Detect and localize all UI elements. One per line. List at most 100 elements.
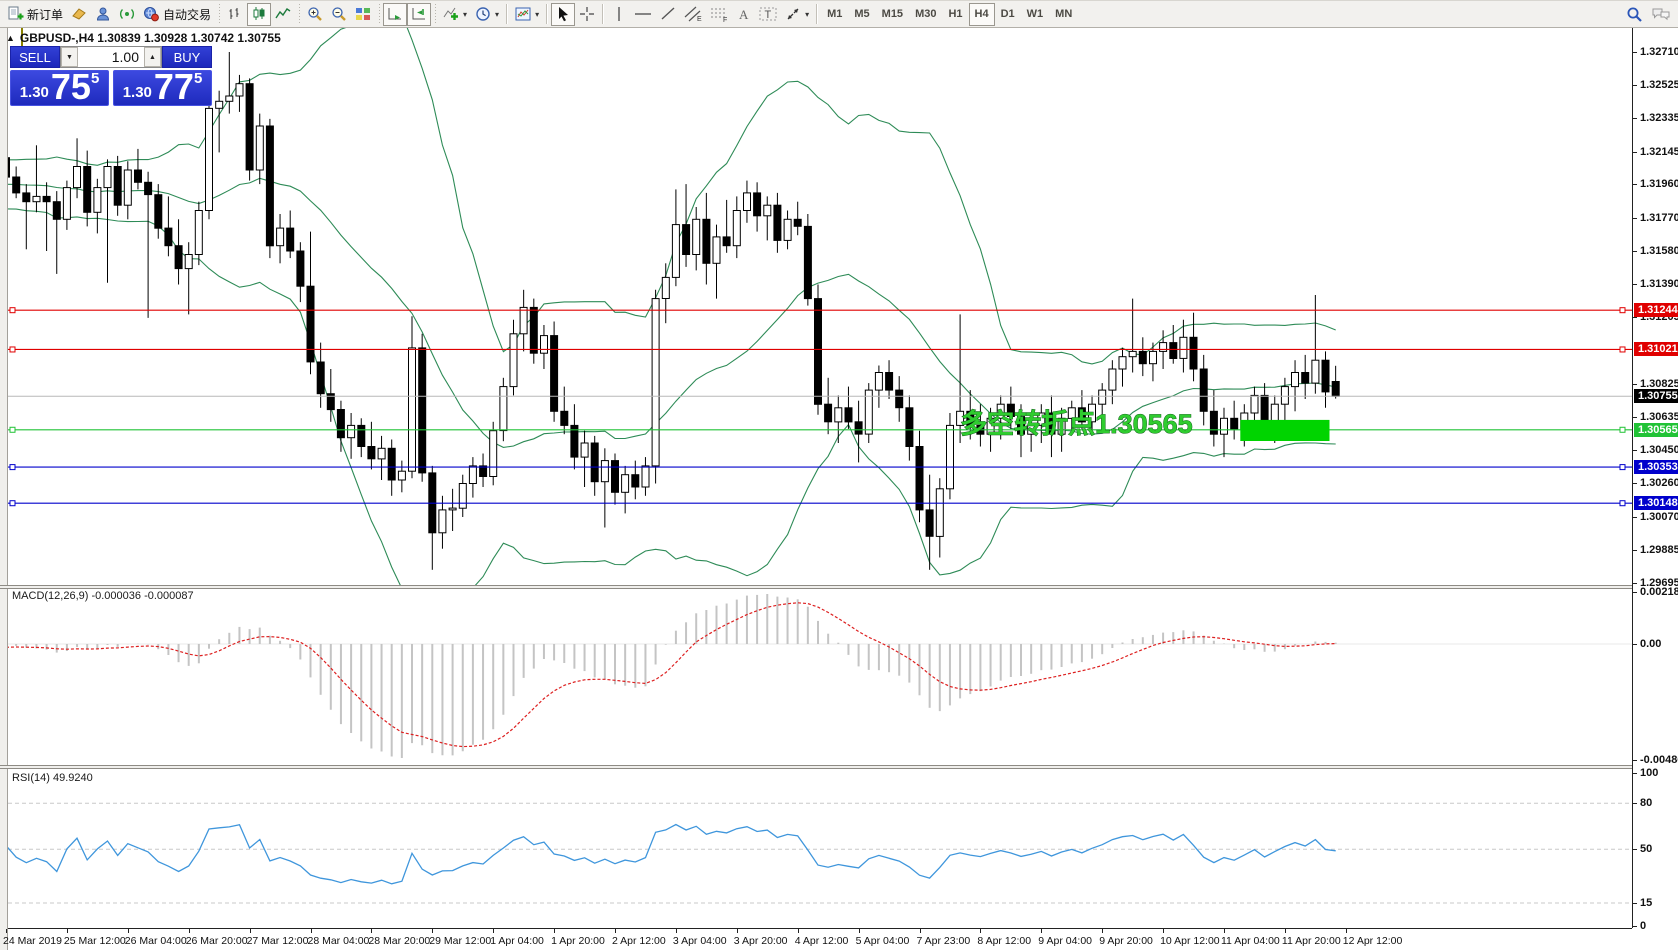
time-axis-tick xyxy=(736,929,738,933)
line-chart-button[interactable] xyxy=(271,3,295,26)
pivot-annotation-text[interactable]: 多空转折点1.30565 xyxy=(960,408,1193,440)
timeframe-h4-button[interactable]: H4 xyxy=(968,2,995,26)
timeframe-d1-button[interactable]: D1 xyxy=(995,3,1021,26)
sell-price-tile[interactable]: 1.30 75 5 xyxy=(10,69,109,106)
arrows-button[interactable]: ▾ xyxy=(781,3,813,26)
vertical-line-button[interactable] xyxy=(607,3,630,26)
auto-scroll-button[interactable] xyxy=(383,2,408,26)
gold-bar-button[interactable] xyxy=(67,3,91,26)
crosshair-button[interactable] xyxy=(575,3,599,26)
autotrading-button[interactable]: 自动交易 xyxy=(139,3,215,26)
line-handle[interactable] xyxy=(9,426,16,433)
pane-splitter[interactable] xyxy=(0,585,1678,589)
zoom-in-button[interactable] xyxy=(303,3,327,26)
buy-price-tile[interactable]: 1.30 77 5 xyxy=(113,69,212,106)
equidistant-channel-button[interactable]: E xyxy=(680,3,706,26)
price-axis[interactable]: 1.32710 1.32525 1.32335 1.32145 1.31960 1.317… xyxy=(1632,28,1678,932)
chart-shift-button[interactable] xyxy=(407,2,432,26)
volume-input[interactable]: 1.00 xyxy=(111,49,139,65)
profile-button[interactable] xyxy=(91,3,115,26)
zoom-in-icon xyxy=(308,7,322,21)
line-handle[interactable] xyxy=(1619,307,1626,314)
line-handle[interactable] xyxy=(9,500,16,507)
search-button[interactable] xyxy=(1622,3,1647,26)
line-handle[interactable] xyxy=(1619,426,1626,433)
volume-decrease-button[interactable]: ▼ xyxy=(61,47,78,67)
line-handle[interactable] xyxy=(1619,500,1626,507)
line-handle[interactable] xyxy=(9,346,16,353)
time-axis-label: 9 Apr 04:00 xyxy=(1038,935,1093,947)
horizontal-line-button[interactable] xyxy=(630,3,656,26)
new-order-button[interactable]: 新订单 xyxy=(3,3,67,26)
buy-button[interactable]: BUY xyxy=(162,46,212,68)
community-chat-button[interactable] xyxy=(1647,3,1675,26)
search-icon xyxy=(1627,7,1642,22)
cursor-button[interactable] xyxy=(551,2,576,26)
time-axis-label: 11 Apr 20:00 xyxy=(1281,935,1341,947)
templates-button[interactable]: ▾ xyxy=(511,3,543,26)
candle-body xyxy=(1057,417,1066,435)
indicators-button[interactable]: ▾ xyxy=(439,3,471,26)
candle-body xyxy=(225,95,234,102)
timeframe-m5-button[interactable]: M5 xyxy=(848,3,875,26)
candle-body xyxy=(1220,417,1228,435)
candle-body xyxy=(326,393,335,411)
candle-body xyxy=(93,187,102,213)
timeframe-m1-button[interactable]: M1 xyxy=(821,3,848,26)
main-chart-pane[interactable]: 多空转折点1.30565 xyxy=(8,28,1632,586)
candle-body xyxy=(448,507,457,511)
autotrading-icon xyxy=(144,7,159,22)
timeframe-h1-button[interactable]: H1 xyxy=(942,3,968,26)
line-handle[interactable] xyxy=(1619,346,1626,353)
candle-body xyxy=(174,245,183,270)
time-axis-label: 26 Mar 04:00 xyxy=(124,935,187,947)
trendline-button[interactable] xyxy=(656,3,680,26)
candle-body xyxy=(377,447,386,460)
line-handle[interactable] xyxy=(1619,464,1626,471)
candle-body xyxy=(336,409,345,439)
text-button[interactable]: A xyxy=(732,3,755,26)
text-letter: A xyxy=(739,7,749,22)
candle-body xyxy=(276,227,285,247)
signals-button[interactable] xyxy=(115,3,139,26)
candle-body xyxy=(1280,386,1289,405)
text-label-button[interactable]: T xyxy=(755,3,781,26)
line-handle[interactable] xyxy=(9,307,16,314)
candle-body xyxy=(306,285,315,363)
timeframe-m30-button[interactable]: M30 xyxy=(909,3,942,26)
trendline-icon xyxy=(661,7,675,20)
timeframe-mn-button[interactable]: MN xyxy=(1049,3,1078,26)
macd-signal-line xyxy=(8,602,1336,748)
candle-body xyxy=(1128,350,1137,358)
fibonacci-button[interactable]: F xyxy=(706,3,732,26)
collapse-triangle-icon[interactable]: ▲ xyxy=(6,33,15,43)
candle-body xyxy=(265,125,274,247)
price-axis-tick xyxy=(1633,52,1637,53)
price-axis-tick xyxy=(1633,592,1637,593)
zoom-out-button[interactable] xyxy=(327,3,351,26)
fibonacci-icon: F xyxy=(711,8,727,22)
bar-chart-button[interactable] xyxy=(223,3,247,26)
green-rectangle-object[interactable] xyxy=(1240,419,1330,441)
candle-body xyxy=(814,298,822,405)
candle-body xyxy=(864,389,873,435)
timeframe-w1-button[interactable]: W1 xyxy=(1021,3,1050,26)
volume-increase-button[interactable]: ▲ xyxy=(144,47,161,67)
periods-button[interactable]: ▾ xyxy=(471,3,503,26)
candle-body xyxy=(113,166,122,206)
pane-splitter[interactable] xyxy=(0,765,1678,769)
rsi-pane[interactable] xyxy=(8,770,1632,928)
time-axis[interactable]: 24 Mar 2019 25 Mar 12:00 26 Mar 04:00 26 Ma… xyxy=(3,928,1632,950)
line-handle[interactable] xyxy=(9,464,16,471)
timeframe-m15-button[interactable]: M15 xyxy=(876,3,909,26)
candlestick-chart-button[interactable] xyxy=(247,2,272,26)
candle-body xyxy=(763,204,772,217)
sell-button[interactable]: SELL xyxy=(10,46,60,68)
macd-pane[interactable] xyxy=(8,590,1632,766)
candle-body xyxy=(935,488,944,537)
candle-body xyxy=(1291,372,1299,388)
price-axis-label: 1.30825 xyxy=(1640,377,1678,390)
price-axis-label: 1.29885 xyxy=(1640,543,1678,556)
tile-windows-button[interactable] xyxy=(351,3,375,26)
price-axis-label: 1.30070 xyxy=(1640,510,1678,523)
